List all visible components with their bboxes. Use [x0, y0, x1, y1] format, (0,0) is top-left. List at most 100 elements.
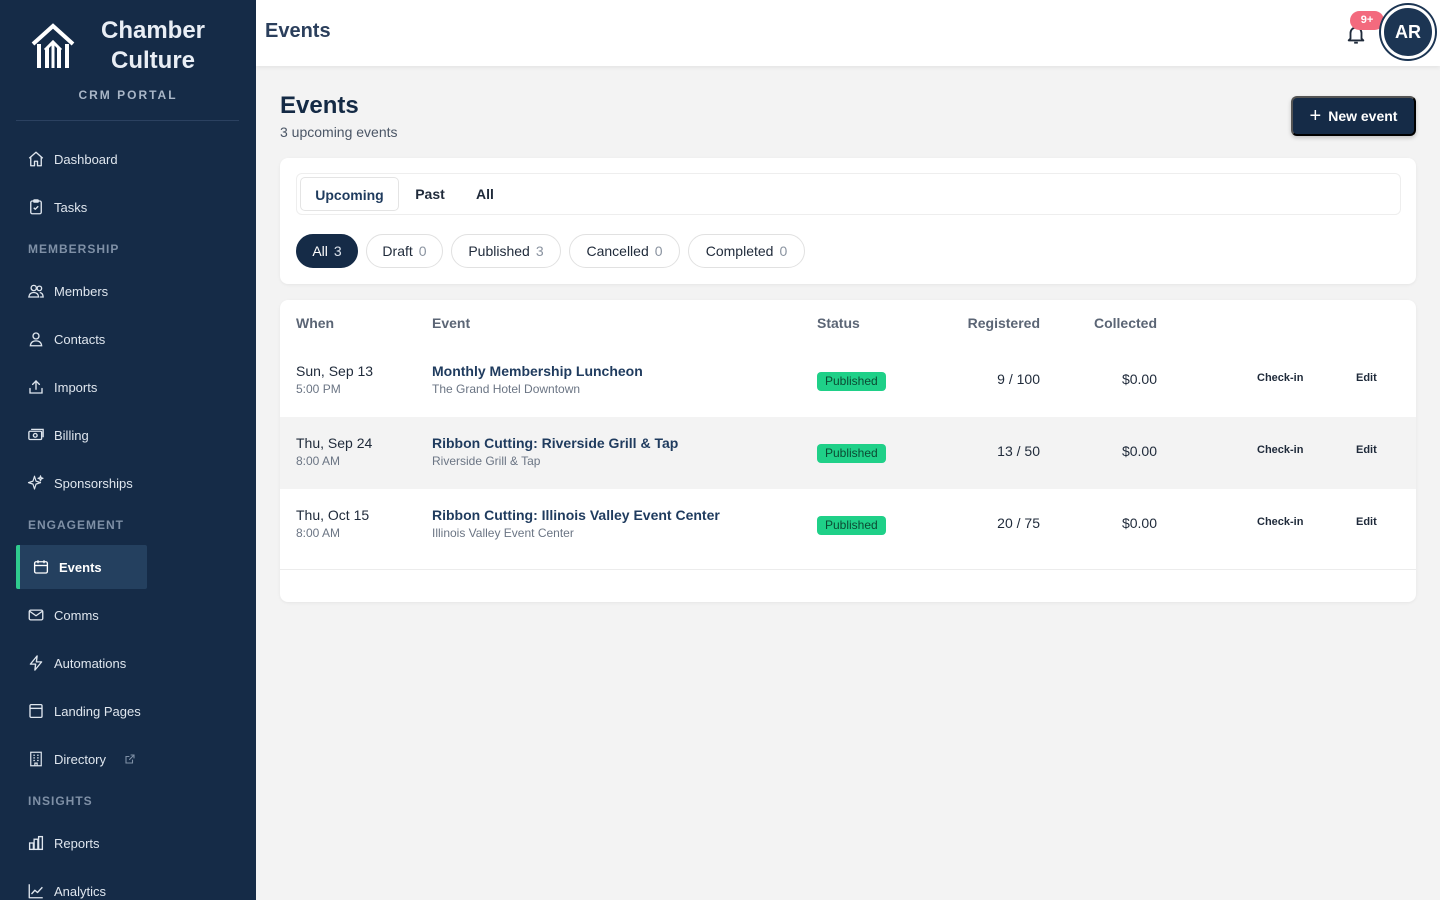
- sidebar-item-comms[interactable]: Comms: [16, 593, 147, 637]
- sidebar-item-label: Directory: [54, 751, 107, 767]
- registered-count: 9 / 100: [997, 371, 1040, 387]
- upload-icon: [29, 380, 43, 394]
- brand: Chamber Culture CRM PORTAL: [0, 0, 256, 120]
- sidebar-item-label: Imports: [54, 379, 98, 395]
- sidebar-item-sponsorships[interactable]: Sponsorships: [16, 461, 147, 505]
- sidebar-item-analytics[interactable]: Analytics: [16, 869, 147, 900]
- event-time: 8:00 AM: [296, 454, 341, 468]
- filter-label: Published: [468, 243, 530, 259]
- section-insights: INSIGHTS: [28, 794, 93, 808]
- sidebar-item-dashboard[interactable]: Dashboard: [16, 137, 147, 181]
- tab-all[interactable]: All: [476, 186, 494, 202]
- brand-name: Chamber Culture: [90, 16, 216, 76]
- sidebar-divider: [16, 120, 239, 121]
- registered-count: 20 / 75: [997, 515, 1040, 531]
- registered-count: 13 / 50: [997, 443, 1040, 459]
- edit-button[interactable]: Edit: [1356, 516, 1377, 528]
- external-link-icon: [125, 754, 135, 764]
- sidebar-item-events[interactable]: Events: [16, 545, 147, 589]
- sidebar-item-directory[interactable]: Directory: [16, 737, 176, 781]
- new-event-label: New event: [1328, 108, 1398, 124]
- events-table: When Event Status Registered Collected S…: [280, 300, 1416, 602]
- event-location: The Grand Hotel Downtown: [432, 382, 581, 396]
- filter-published[interactable]: Published 3: [451, 234, 561, 268]
- brand-name-line2: Culture: [111, 47, 195, 74]
- table-divider: [280, 569, 1416, 570]
- column-header-registered: Registered: [967, 315, 1040, 331]
- event-time: 8:00 AM: [296, 526, 341, 540]
- sidebar-item-landing-pages[interactable]: Landing Pages: [16, 689, 147, 733]
- event-location: Riverside Grill & Tap: [432, 454, 541, 468]
- sidebar-item-label: Automations: [54, 655, 127, 671]
- event-title-link[interactable]: Ribbon Cutting: Illinois Valley Event Ce…: [432, 507, 720, 523]
- edit-button[interactable]: Edit: [1356, 444, 1377, 456]
- filter-card: Upcoming Past All All 3 Draft 0 Published 3…: [280, 158, 1416, 284]
- sidebar-item-label: Dashboard: [54, 151, 118, 167]
- filter-all[interactable]: All 3: [296, 234, 358, 268]
- window-icon: [29, 703, 43, 719]
- sidebar-item-reports[interactable]: Reports: [16, 821, 147, 865]
- sidebar-item-automations[interactable]: Automations: [16, 641, 147, 685]
- filter-count: 0: [654, 243, 663, 259]
- sidebar-item-label: Reports: [54, 835, 100, 851]
- sidebar-item-members[interactable]: Members: [16, 269, 147, 313]
- filter-label: Completed: [705, 243, 774, 259]
- time-tabs: Upcoming Past All: [296, 173, 1401, 215]
- check-in-button[interactable]: Check-in: [1257, 444, 1304, 456]
- line-chart-icon: [28, 884, 43, 899]
- table-row[interactable]: Sun, Sep 13 5:00 PM Monthly Membership L…: [280, 345, 1416, 417]
- collected-amount: $0.00: [1121, 515, 1157, 531]
- filter-completed[interactable]: Completed 0: [688, 234, 805, 268]
- header-title: Events: [265, 20, 331, 42]
- brand-subtitle: CRM PORTAL: [78, 88, 178, 102]
- user-icon: [29, 332, 43, 347]
- cash-icon: [28, 428, 44, 441]
- plus-icon: +: [1309, 105, 1322, 127]
- clipboard-icon: [30, 199, 42, 215]
- event-title-link[interactable]: Monthly Membership Luncheon: [432, 363, 643, 379]
- filter-label: All: [312, 243, 328, 259]
- bar-chart-icon: [28, 835, 44, 851]
- event-time: 5:00 PM: [296, 382, 341, 396]
- sidebar-item-label: Events: [59, 559, 102, 575]
- table-row[interactable]: Thu, Oct 15 8:00 AM Ribbon Cutting: Illi…: [280, 489, 1416, 561]
- check-in-button[interactable]: Check-in: [1257, 516, 1304, 528]
- event-date: Thu, Oct 15: [296, 507, 370, 523]
- filter-cancelled[interactable]: Cancelled 0: [569, 234, 680, 268]
- users-icon: [28, 284, 44, 298]
- column-header-event: Event: [432, 315, 471, 331]
- sidebar-item-contacts[interactable]: Contacts: [16, 317, 147, 361]
- new-event-button[interactable]: + New event: [1291, 96, 1416, 136]
- tab-past[interactable]: Past: [415, 186, 445, 202]
- filter-label: Cancelled: [586, 243, 649, 259]
- sidebar-item-label: Tasks: [54, 199, 88, 215]
- table-row[interactable]: Thu, Sep 24 8:00 AM Ribbon Cutting: Rive…: [280, 417, 1416, 489]
- sidebar-item-label: Billing: [54, 427, 89, 443]
- filter-count: 0: [418, 243, 427, 259]
- topbar: Events 9+ AR: [256, 0, 1440, 66]
- edit-button[interactable]: Edit: [1356, 372, 1377, 384]
- sidebar-item-label: Members: [54, 283, 109, 299]
- event-location: Illinois Valley Event Center: [432, 526, 574, 540]
- sparkles-icon: [27, 475, 44, 490]
- check-in-button[interactable]: Check-in: [1257, 372, 1304, 384]
- sidebar-item-label: Comms: [54, 607, 99, 623]
- calendar-icon: [33, 560, 49, 574]
- filter-count: 3: [333, 243, 342, 259]
- tab-upcoming[interactable]: Upcoming: [300, 177, 399, 211]
- sidebar-item-billing[interactable]: Billing: [16, 413, 147, 457]
- section-engagement: ENGAGEMENT: [28, 518, 125, 532]
- collected-amount: $0.00: [1121, 443, 1157, 459]
- filter-label: Draft: [382, 243, 413, 259]
- sidebar-item-imports[interactable]: Imports: [16, 365, 147, 409]
- section-membership: MEMBERSHIP: [28, 242, 120, 256]
- event-title-link[interactable]: Ribbon Cutting: Riverside Grill & Tap: [432, 435, 679, 451]
- sidebar: Chamber Culture CRM PORTAL Dashboard Tas…: [0, 0, 256, 900]
- avatar[interactable]: AR: [1381, 5, 1435, 59]
- filter-draft[interactable]: Draft 0: [366, 234, 443, 268]
- column-header-status: Status: [817, 315, 860, 331]
- brand-name-line1: Chamber: [100, 17, 206, 44]
- sidebar-item-tasks[interactable]: Tasks: [16, 185, 147, 229]
- home-icon: [28, 151, 44, 167]
- building-icon: [30, 751, 42, 767]
